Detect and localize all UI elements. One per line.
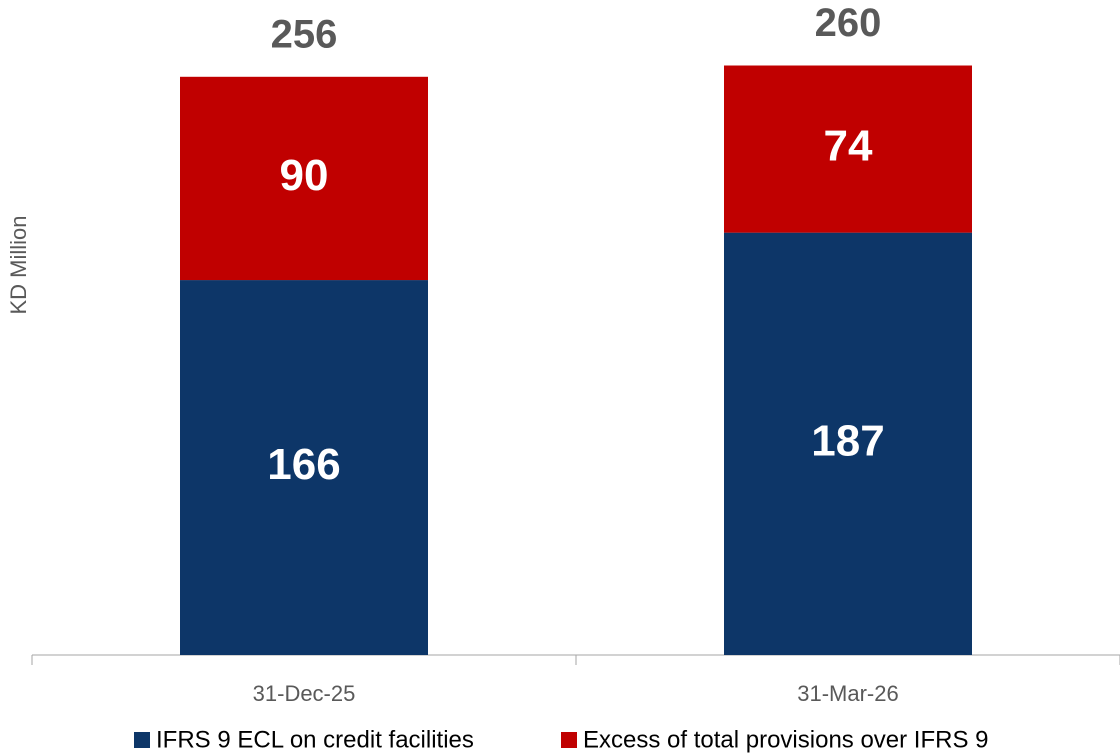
total-label: 260 <box>815 1 882 45</box>
legend-label: Excess of total provisions over IFRS 9 <box>583 726 989 753</box>
data-label: 90 <box>280 151 329 200</box>
bar-segment <box>180 76 428 281</box>
data-label: 74 <box>824 122 873 171</box>
bar-segment <box>724 65 972 233</box>
total-label: 256 <box>271 12 338 56</box>
legend-swatch <box>561 732 577 748</box>
bar-segment <box>180 280 428 655</box>
data-label: 166 <box>267 440 340 489</box>
y-axis-label: KD Million <box>6 215 31 314</box>
data-label: 187 <box>811 416 884 465</box>
legend-label: IFRS 9 ECL on credit facilities <box>156 726 474 753</box>
bar-segment <box>724 232 972 655</box>
legend-swatch <box>134 732 150 748</box>
x-tick-label: 31-Dec-25 <box>253 681 356 706</box>
x-tick-label: 31-Mar-26 <box>797 681 898 706</box>
